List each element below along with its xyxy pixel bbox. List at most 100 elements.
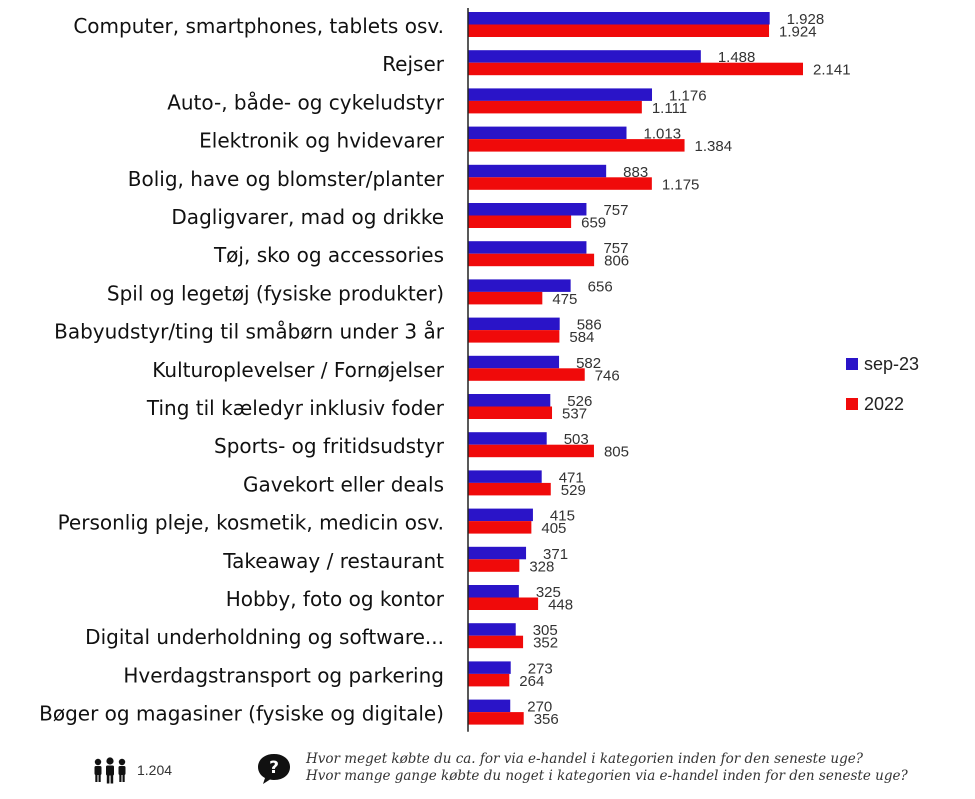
data-label-sep-23: 582	[576, 355, 601, 372]
data-label-sep-23: 371	[543, 546, 568, 563]
data-label-sep-23: 1.928	[787, 11, 825, 28]
data-label-sep-23: 757	[603, 240, 628, 257]
question-1: Hvor meget købte du ca. for via e-handel…	[306, 751, 863, 767]
category-label: Gavekort eller deals	[243, 472, 444, 496]
bar-sep-23	[468, 699, 511, 713]
data-label-2022: 2.141	[813, 62, 851, 79]
legend-label-2022: 2022	[864, 394, 904, 414]
category-label: Bolig, have og blomster/planter	[128, 167, 445, 191]
category-label: Computer, smartphones, tablets osv.	[73, 14, 444, 38]
data-label-2022: 1.175	[662, 176, 700, 193]
bar-sep-23	[468, 432, 547, 445]
bar-2022	[468, 406, 553, 419]
people-icon	[94, 757, 126, 784]
data-label-2022: 1.384	[695, 138, 733, 155]
bar-2022	[468, 139, 685, 152]
bar-2022	[468, 24, 770, 37]
category-label: Sports- og fritidsudstyr	[214, 434, 445, 458]
data-label-2022: 475	[552, 291, 577, 308]
bar-sep-23	[468, 394, 551, 407]
data-label-2022: 806	[604, 253, 629, 270]
bar-sep-23	[468, 546, 527, 560]
data-label-2022: 805	[604, 444, 629, 461]
question-bubble-icon: ?	[258, 754, 290, 784]
data-label-2022: 529	[561, 482, 586, 499]
bar-sep-23	[468, 126, 627, 140]
bar-sep-23	[468, 164, 607, 178]
bar-2022	[468, 444, 594, 458]
bar-2022	[468, 368, 585, 381]
bar-sep-23	[468, 317, 560, 331]
data-label-2022: 537	[562, 406, 587, 423]
data-label-2022: 659	[581, 215, 606, 232]
bar-2022	[468, 482, 551, 496]
bar-2022	[468, 330, 560, 343]
bar-2022	[468, 253, 595, 267]
category-label: Ting til kæledyr inklusiv foder	[146, 396, 445, 420]
data-label-2022: 328	[529, 558, 554, 575]
bar-2022	[468, 559, 520, 572]
question-2: Hvor mange gange købte du noget i katego…	[306, 768, 908, 784]
data-label-sep-23: 1.013	[644, 126, 682, 143]
bar-sep-23	[468, 470, 542, 483]
legend-swatch-sep-23	[846, 358, 858, 370]
data-label-2022: 746	[595, 367, 620, 384]
bar-sep-23	[468, 355, 560, 369]
data-label-sep-23: 471	[559, 469, 584, 486]
category-label: Hobby, foto og kontor	[226, 587, 445, 611]
bar-2022	[468, 712, 524, 725]
bar-sep-23	[468, 88, 653, 101]
bar-chart: Computer, smartphones, tablets osv. 1.928…	[39, 8, 919, 732]
bar-sep-23	[468, 12, 770, 25]
bar-2022	[468, 521, 532, 534]
data-label-sep-23: 503	[564, 431, 589, 448]
data-label-2022: 1.924	[779, 24, 817, 41]
bar-sep-23	[468, 50, 701, 63]
category-label: Kulturoplevelser / Fornøjelser	[152, 358, 444, 382]
data-label-sep-23: 270	[527, 699, 552, 716]
bar-sep-23	[468, 203, 587, 216]
svg-text:?: ?	[269, 758, 279, 778]
data-label-2022: 448	[548, 597, 573, 614]
data-label-sep-23: 757	[603, 202, 628, 219]
category-label: Bøger og magasiner (fysiske og digitale)	[39, 702, 444, 726]
data-label-sep-23: 1.488	[718, 49, 756, 66]
data-label-2022: 584	[569, 329, 594, 346]
category-label: Spil og legetøj (fysiske produkter)	[107, 281, 444, 305]
category-label: Babyudstyr/ting til småbørn under 3 år	[54, 320, 445, 344]
bar-2022	[468, 215, 572, 228]
bar-2022	[468, 635, 524, 649]
category-label: Tøj, sko og accessories	[213, 243, 444, 267]
data-label-sep-23: 526	[567, 393, 592, 410]
bar-2022	[468, 673, 510, 687]
category-label: Auto-, både- og cykeludstyr	[167, 90, 445, 114]
data-label-2022: 352	[533, 635, 558, 652]
data-label-2022: 356	[534, 711, 559, 728]
data-label-sep-23: 305	[533, 622, 558, 639]
footer-questions: Hvor meget købte du ca. for via e-handel…	[306, 751, 908, 785]
data-label-sep-23: 586	[577, 317, 602, 334]
category-label: Hverdagstransport og parkering	[123, 663, 444, 687]
bar-sep-23	[468, 241, 587, 254]
bar-2022	[468, 62, 803, 76]
data-label-sep-23: 325	[536, 584, 561, 601]
data-label-2022: 264	[519, 673, 544, 690]
data-label-2022: 405	[541, 520, 566, 537]
bar-sep-23	[468, 585, 519, 598]
category-label: Elektronik og hvidevarer	[199, 129, 445, 153]
data-label-2022: 1.111	[652, 100, 687, 117]
data-label-sep-23: 883	[623, 164, 648, 181]
bar-2022	[468, 597, 539, 610]
bar-2022	[468, 177, 652, 190]
category-label: Digital underholdning og software...	[85, 625, 444, 649]
category-label: Rejser	[382, 52, 445, 76]
category-label: Dagligvarer, mad og drikke	[171, 205, 444, 229]
bar-2022	[468, 291, 543, 305]
bar-2022	[468, 100, 642, 114]
respondent-count: 1.204	[137, 762, 173, 778]
data-label-sep-23: 415	[550, 508, 575, 525]
legend-label-sep-23: sep-23	[864, 354, 919, 374]
bar-sep-23	[468, 279, 571, 292]
bar-sep-23	[468, 508, 533, 522]
category-label: Personlig pleje, kosmetik, medicin osv.	[58, 511, 444, 535]
